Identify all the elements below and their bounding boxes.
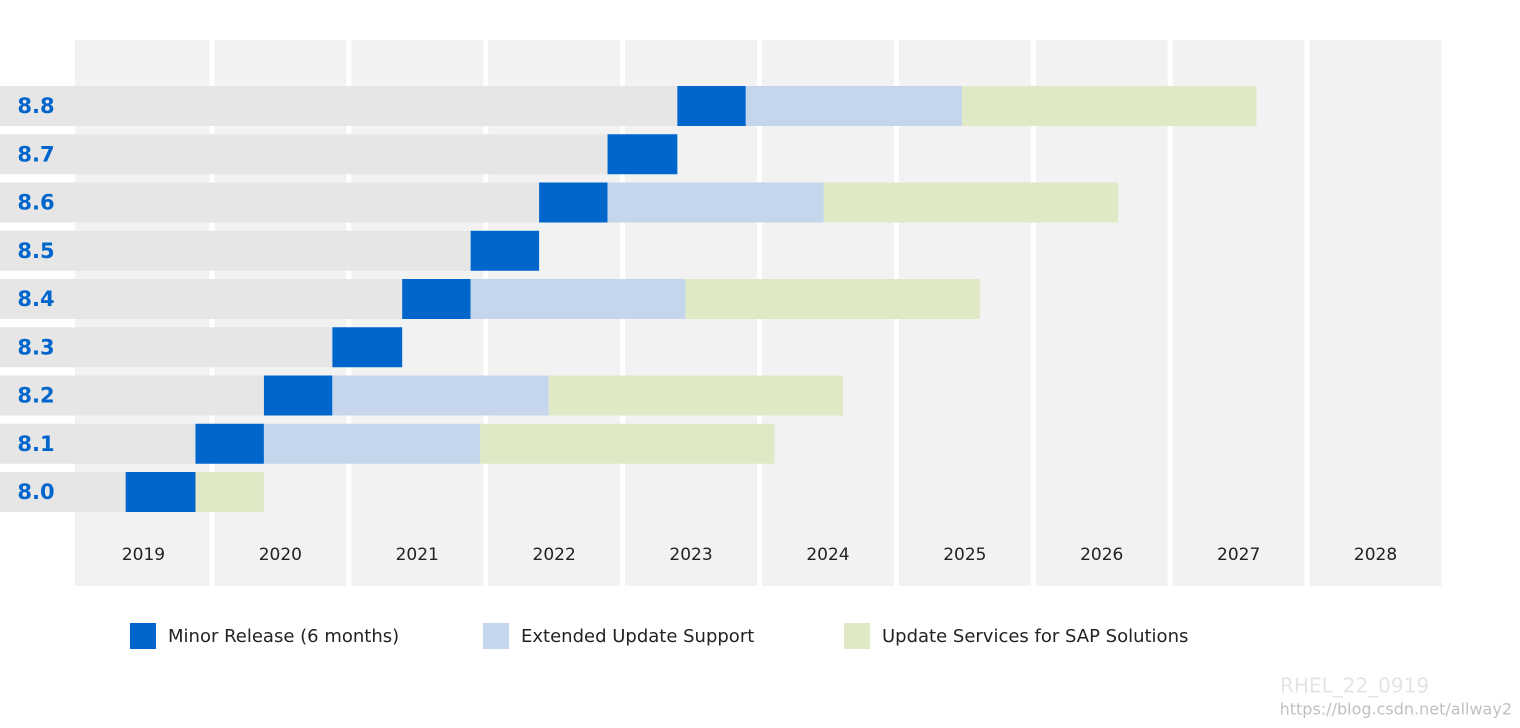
- row-background: [0, 423, 196, 464]
- bar: [607, 182, 824, 223]
- bar: [195, 423, 264, 464]
- year-column: [1035, 40, 1168, 586]
- bar: [195, 472, 264, 512]
- watermark-url: https://blog.csdn.net/allway2: [1280, 700, 1512, 719]
- bar: [685, 279, 980, 319]
- legend-swatch: [844, 623, 870, 649]
- watermark: RHEL_22_0919: [1280, 674, 1429, 698]
- bar: [823, 182, 1119, 223]
- x-tick-label: 2027: [1217, 545, 1260, 565]
- bar: [745, 86, 963, 126]
- x-tick-label: 2026: [1080, 545, 1123, 565]
- bar: [470, 230, 540, 271]
- bar: [677, 86, 746, 126]
- row-background: [0, 279, 403, 319]
- x-tick-label: 2028: [1354, 545, 1397, 565]
- bar: [332, 327, 403, 368]
- bar: [125, 472, 196, 512]
- bar: [539, 182, 608, 223]
- category-label: 8.4: [17, 287, 54, 311]
- category-label: 8.5: [17, 239, 54, 263]
- category-label: 8.3: [17, 335, 54, 359]
- row-background: [0, 134, 608, 175]
- x-tick-label: 2023: [669, 545, 712, 565]
- bar: [263, 375, 333, 416]
- category-label: 8.1: [17, 432, 54, 456]
- bar: [263, 423, 481, 464]
- legend-label: Extended Update Support: [521, 626, 754, 647]
- row-background: [0, 230, 471, 271]
- bar: [480, 423, 775, 464]
- legend-swatch: [483, 623, 509, 649]
- legend-label: Minor Release (6 months): [168, 626, 399, 647]
- bar: [332, 375, 549, 416]
- bar: [607, 134, 678, 175]
- row-background: [0, 86, 678, 126]
- row-background: [0, 472, 126, 512]
- x-tick-label: 2019: [122, 545, 165, 565]
- row-background: [0, 327, 333, 368]
- row-background: [0, 182, 540, 223]
- x-tick-label: 2025: [943, 545, 986, 565]
- bar: [402, 279, 471, 319]
- year-column: [1172, 40, 1305, 586]
- category-label: 8.6: [17, 191, 54, 215]
- category-label: 8.2: [17, 384, 54, 408]
- bar: [962, 86, 1257, 126]
- category-label: 8.7: [17, 142, 54, 166]
- x-tick-label: 2020: [259, 545, 302, 565]
- bar: [548, 375, 844, 416]
- year-column: [1309, 40, 1442, 586]
- bar: [470, 279, 686, 319]
- x-tick-label: 2022: [533, 545, 576, 565]
- category-label: 8.8: [17, 94, 54, 118]
- row-background: [0, 375, 264, 416]
- x-tick-label: 2021: [396, 545, 439, 565]
- legend-swatch: [130, 623, 156, 649]
- category-label: 8.0: [17, 480, 54, 504]
- legend-label: Update Services for SAP Solutions: [882, 626, 1188, 647]
- x-tick-label: 2024: [806, 545, 849, 565]
